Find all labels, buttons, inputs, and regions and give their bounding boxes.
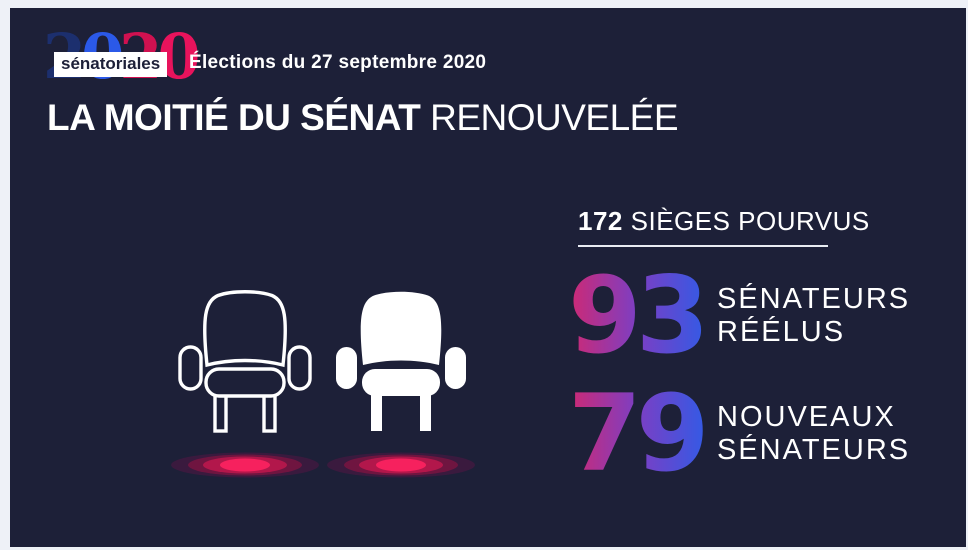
armchair-outline-icon [178,290,312,433]
title-light: RENOUVELÉE [430,97,679,138]
stat-new-senators: 79 NOUVEAUX SÉNATEURS [568,364,910,504]
stat-label-reelected: SÉNATEURS RÉÉLUS [717,283,910,350]
armchair-solid-icon [336,291,466,431]
stat-label-line: RÉÉLUS [717,316,846,348]
seats-filled-header: 172 SIÈGES POURVUS [578,205,870,239]
chairs-illustration [171,290,475,478]
stat-label-line: SÉNATEURS [717,282,911,315]
seats-filled-label: SIÈGES POURVUS [630,206,870,236]
title-strong: LA MOITIÉ DU SÉNAT [47,97,421,138]
stat-label-line: NOUVEAUX [717,400,896,433]
red-glow-left-icon [171,452,319,478]
stat-reelected-senators: 93 SÉNATEURS RÉÉLUS [568,246,910,386]
logo-badge-senatoriales: sénatoriales [54,52,168,78]
infographic-card: 2020 sénatoriales Élections du 27 septem… [10,8,966,547]
stat-label-new: NOUVEAUX SÉNATEURS [717,401,910,468]
seats-filled-number: 172 [578,206,623,236]
stat-number-new: 79 [568,372,710,495]
red-glow-right-icon [327,452,475,478]
stat-number-reelected: 93 [568,254,710,377]
page-title: LA MOITIÉ DU SÉNAT RENOUVELÉE [47,96,679,140]
election-date-subtitle: Élections du 27 septembre 2020 [189,52,487,73]
stat-label-line: SÉNATEURS [717,434,911,466]
divider-line [578,245,828,247]
